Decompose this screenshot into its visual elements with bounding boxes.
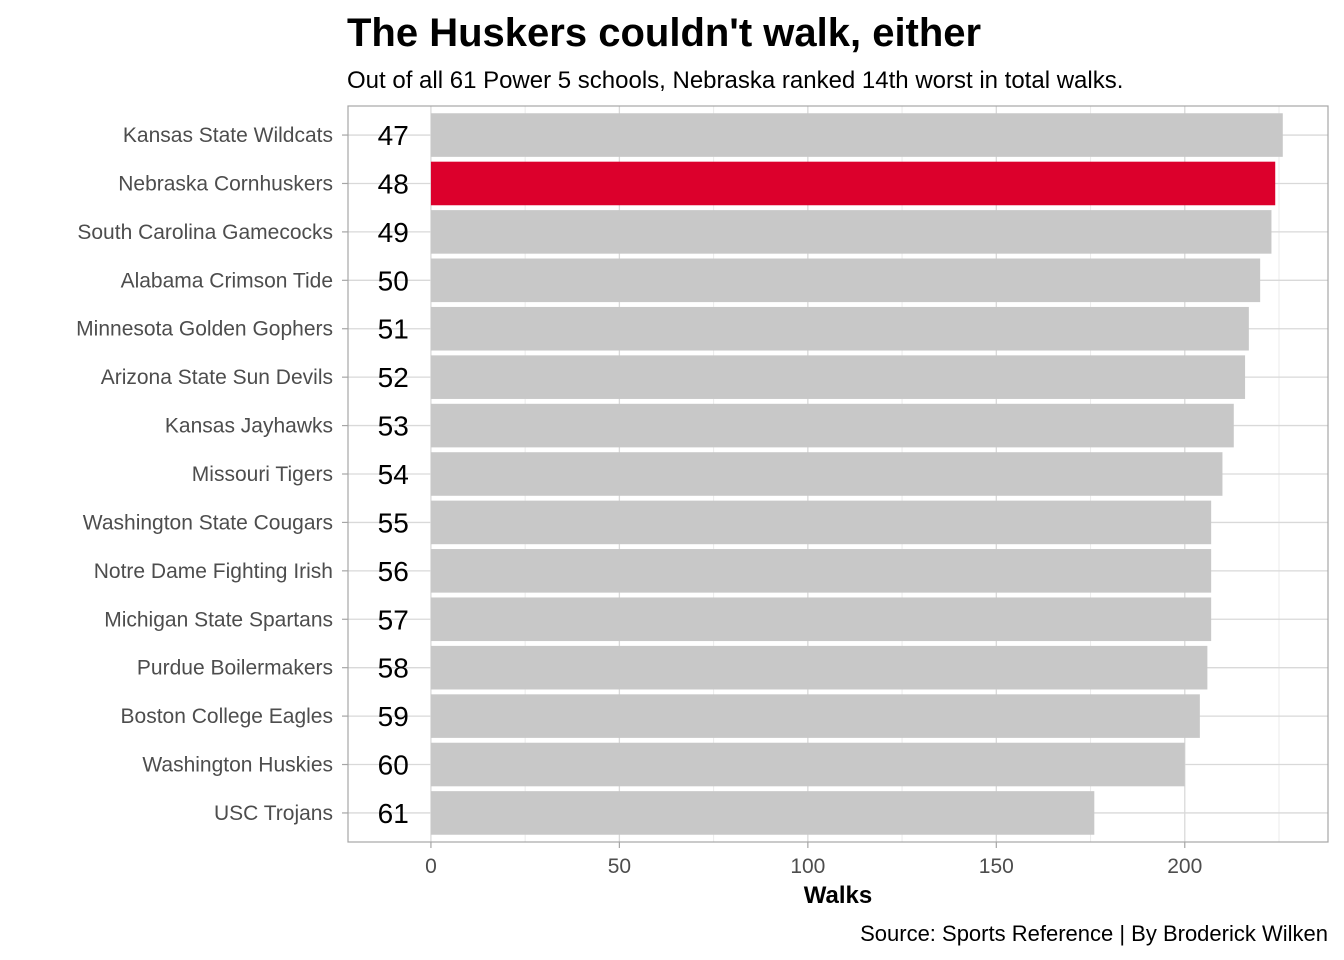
y-tick-label: Notre Dame Fighting Irish xyxy=(94,560,333,583)
rank-label: 61 xyxy=(378,798,409,829)
bar xyxy=(430,210,1272,254)
rank-label: 48 xyxy=(378,168,409,199)
y-tick-label: Alabama Crimson Tide xyxy=(121,269,333,292)
y-axis: Kansas State Wildcats Nebraska Cornhusker… xyxy=(76,124,348,825)
y-tick-label: Kansas State Wildcats xyxy=(123,124,333,147)
bar-highlighted xyxy=(430,161,1276,206)
bar xyxy=(430,452,1223,496)
x-tick-label: 150 xyxy=(979,855,1014,878)
y-tick-label: South Carolina Gamecocks xyxy=(77,221,333,244)
rank-label: 58 xyxy=(378,653,409,684)
bar xyxy=(430,306,1249,351)
y-tick-label: Nebraska Cornhuskers xyxy=(118,172,333,195)
bar xyxy=(430,500,1212,545)
chart-caption: Source: Sports Reference | By Broderick … xyxy=(860,921,1328,946)
rank-label: 60 xyxy=(378,750,409,781)
bar xyxy=(430,258,1261,303)
bar xyxy=(430,597,1212,642)
rank-labels: 47 48 49 50 51 52 53 54 55 56 57 58 59 60 61 xyxy=(378,120,409,829)
y-tick-label: Minnesota Golden Gophers xyxy=(76,318,333,341)
x-tick-label: 200 xyxy=(1167,855,1202,878)
rank-label: 53 xyxy=(378,411,409,442)
rank-label: 47 xyxy=(378,120,409,151)
y-tick-label: Washington State Cougars xyxy=(83,511,333,534)
bar xyxy=(430,694,1200,738)
x-tick-label: 0 xyxy=(425,855,437,878)
x-axis: 0 50 100 150 200 xyxy=(425,842,1202,878)
rank-label: 54 xyxy=(378,459,409,490)
bar xyxy=(430,113,1283,157)
bar xyxy=(430,403,1234,448)
rank-label: 52 xyxy=(378,362,409,393)
bar xyxy=(430,645,1208,690)
rank-label: 56 xyxy=(378,556,409,587)
y-tick-label: USC Trojans xyxy=(214,802,333,825)
y-tick-label: Arizona State Sun Devils xyxy=(101,366,333,389)
bar xyxy=(430,355,1246,399)
y-tick-label: Boston College Eagles xyxy=(121,705,333,728)
y-tick-label: Purdue Boilermakers xyxy=(137,657,333,680)
rank-label: 59 xyxy=(378,701,409,732)
x-tick-label: 50 xyxy=(608,855,631,878)
y-tick-label: Missouri Tigers xyxy=(192,463,333,486)
bar xyxy=(430,791,1095,835)
chart-title: The Huskers couldn't walk, either xyxy=(347,11,981,55)
bars xyxy=(430,113,1283,835)
chart-subtitle: Out of all 61 Power 5 schools, Nebraska … xyxy=(347,67,1123,94)
bar xyxy=(430,549,1212,593)
x-axis-label: Walks xyxy=(804,882,872,909)
y-tick-label: Kansas Jayhawks xyxy=(165,415,333,438)
rank-label: 49 xyxy=(378,217,409,248)
y-tick-label: Michigan State Spartans xyxy=(104,608,333,631)
y-tick-label: Washington Huskies xyxy=(142,754,333,777)
bar xyxy=(430,742,1185,787)
x-tick-label: 100 xyxy=(790,855,825,878)
rank-label: 50 xyxy=(378,265,409,296)
rank-label: 51 xyxy=(378,314,409,345)
rank-label: 55 xyxy=(378,507,409,538)
rank-label: 57 xyxy=(378,604,409,635)
